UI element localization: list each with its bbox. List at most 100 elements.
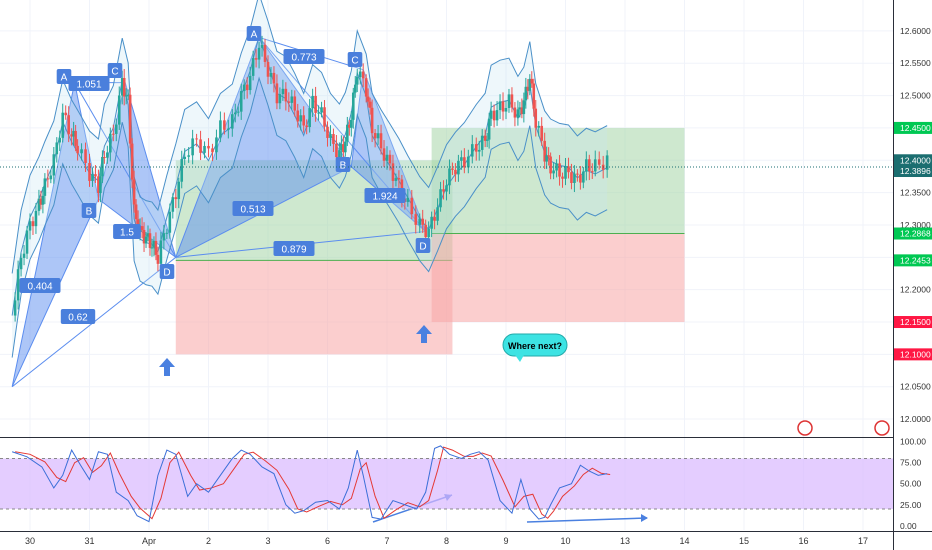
- candle-body: [187, 155, 190, 157]
- arrow-up-icon: [416, 325, 432, 343]
- candle-body: [117, 95, 121, 125]
- candle-body: [555, 163, 558, 171]
- candle-body: [418, 218, 422, 225]
- candle-body: [397, 178, 401, 180]
- candle-body: [311, 95, 314, 109]
- ratio-0404-label-bg: [19, 278, 61, 293]
- stochastic-panel: [0, 445, 893, 523]
- price-label-bg: [894, 154, 932, 167]
- candle-body: [128, 94, 132, 144]
- candle-body: [39, 198, 43, 205]
- price-tick-label: 12.3000: [900, 220, 931, 230]
- candle-body: [236, 111, 240, 113]
- candle-body: [103, 156, 106, 158]
- candle-body: [373, 133, 377, 139]
- arrow-head-icon: [641, 514, 648, 522]
- time-tick-label: 31: [84, 536, 94, 546]
- candle-body: [573, 173, 576, 183]
- candle-body: [112, 133, 115, 135]
- candle-body: [299, 115, 303, 122]
- time-tick-label: 6: [325, 536, 330, 546]
- candle-body: [570, 172, 573, 183]
- price-candles: [13, 35, 609, 322]
- candle-body: [284, 88, 288, 102]
- candle-body: [31, 221, 35, 227]
- candle-body: [460, 157, 463, 161]
- candle-body: [543, 140, 546, 162]
- time-tick-label: 10: [560, 536, 570, 546]
- candle-body: [254, 58, 258, 60]
- candle-body: [564, 166, 567, 179]
- ratio-0404-label: 0.404: [27, 282, 52, 293]
- ratio-1051-label-bg: [68, 76, 110, 91]
- candle-body: [114, 124, 118, 134]
- candle-body: [470, 144, 474, 157]
- candle-body: [260, 44, 264, 48]
- candle-body: [25, 230, 29, 254]
- candle-body: [242, 84, 246, 92]
- candle-body: [290, 96, 294, 103]
- candle-body: [251, 58, 255, 76]
- candle-body: [501, 101, 505, 112]
- candle-body: [122, 78, 126, 97]
- candle-body: [448, 168, 451, 186]
- price-tick-label: 12.3500: [900, 188, 931, 198]
- alert-icon: [874, 420, 890, 436]
- callout-tail: [515, 355, 524, 362]
- candle-body: [504, 107, 508, 112]
- pattern-1-label-c-bg: [107, 63, 123, 78]
- candle-body: [146, 233, 150, 237]
- pattern-2-label-c: C: [351, 56, 358, 67]
- candle-body: [275, 83, 279, 104]
- stoch-tick-label: 75.00: [900, 458, 922, 468]
- candle-body: [152, 240, 156, 248]
- candle-body: [13, 300, 17, 316]
- price-label-bg: [894, 348, 932, 361]
- candle-body: [180, 158, 184, 182]
- stoch-d-line: [15, 446, 611, 520]
- time-tick-label: 14: [679, 536, 689, 546]
- candle-body: [211, 148, 214, 153]
- candle-body: [144, 236, 148, 244]
- candle-body: [58, 137, 62, 143]
- profit-zone: [431, 127, 685, 234]
- candle-body: [308, 108, 311, 128]
- candle-body: [293, 96, 297, 111]
- ratio-062-label: 0.62: [68, 313, 88, 324]
- ratio-0513-label: 0.513: [240, 205, 265, 216]
- candle-body: [120, 78, 124, 96]
- candle-body: [70, 134, 73, 137]
- time-tick-label: 3: [265, 536, 270, 546]
- candle-body: [430, 216, 433, 229]
- candle-body: [524, 86, 528, 101]
- candle-body: [28, 221, 32, 231]
- candle-body: [177, 181, 181, 200]
- pattern-bd-line: [74, 82, 177, 258]
- candle-body: [156, 254, 160, 264]
- pattern-1-label-d-bg: [159, 264, 175, 279]
- candle-body: [219, 120, 222, 138]
- candle-body: [442, 189, 445, 192]
- price-label-bg: [894, 165, 932, 178]
- candle-body: [37, 198, 41, 211]
- candle-body: [518, 107, 522, 110]
- candle-body: [350, 119, 353, 128]
- pattern-1-label-a: A: [61, 73, 68, 84]
- pattern-2-label-b-bg: [335, 157, 351, 172]
- candle-body: [272, 72, 276, 84]
- candle-body: [99, 176, 102, 194]
- price-label: 12.3896: [900, 166, 931, 176]
- candle-body: [370, 107, 374, 134]
- stoch-band: [0, 458, 893, 509]
- candle-body: [351, 92, 355, 120]
- candle-body: [368, 101, 372, 108]
- divergence-arrow: [526, 517, 648, 523]
- loss-zone: [431, 233, 685, 323]
- candle-body: [394, 178, 398, 181]
- candle-body: [215, 137, 218, 153]
- stoch-tick-label: 50.00: [900, 479, 922, 489]
- candle-body: [454, 169, 457, 175]
- candle-body: [245, 84, 249, 91]
- time-tick-label: 30: [25, 536, 35, 546]
- candle-body: [451, 168, 454, 170]
